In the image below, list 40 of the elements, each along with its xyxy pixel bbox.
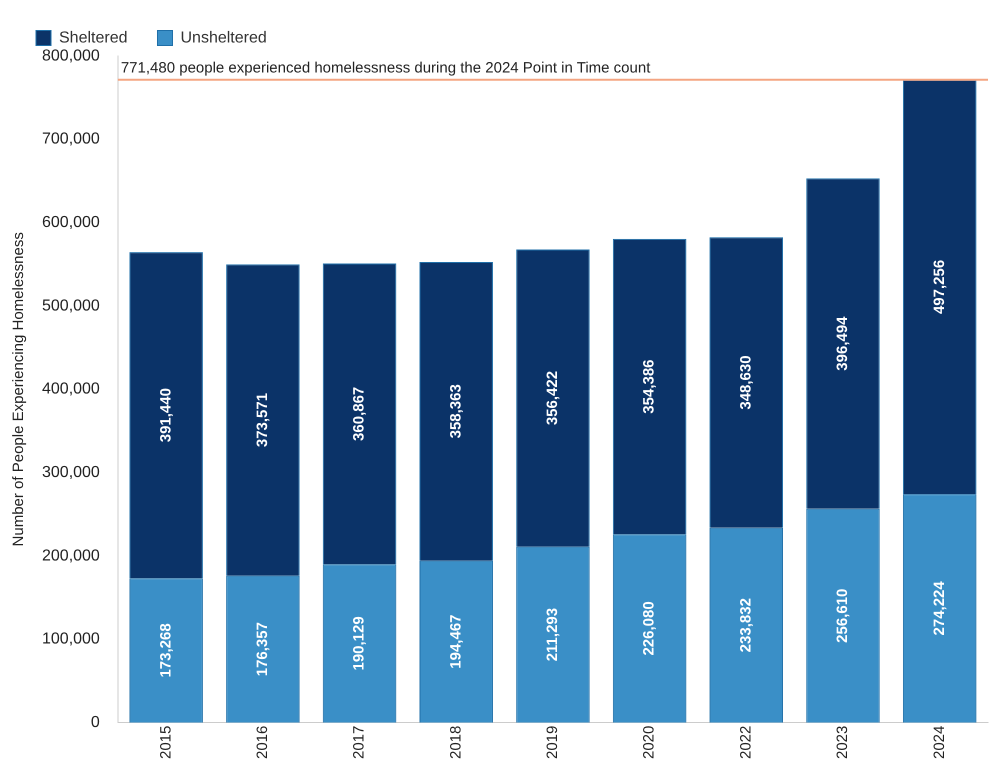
x-tick-label: 2023 <box>834 726 852 760</box>
y-tick-label: 700,000 <box>42 130 100 148</box>
legend-label: Unsheltered <box>180 29 267 46</box>
data-label: 396,494 <box>834 316 852 371</box>
x-tick-label: 2024 <box>930 726 948 760</box>
data-label: 256,610 <box>834 588 852 643</box>
y-tick-label: 600,000 <box>42 214 100 232</box>
ref-line-label: 771,480 people experienced homelessness during the 2024 Point in Time count <box>120 59 652 76</box>
data-label: 373,571 <box>254 392 272 448</box>
y-tick-label: 200,000 <box>42 547 100 564</box>
data-label: 211,293 <box>544 608 562 662</box>
data-label: 226,080 <box>640 601 658 656</box>
x-tick-label: 2015 <box>157 726 174 760</box>
legend-label: Sheltered <box>59 29 128 46</box>
y-tick-label: 100,000 <box>42 630 100 648</box>
x-tick-label: 2017 <box>350 726 368 760</box>
data-label: 233,832 <box>737 598 754 652</box>
y-tick-label: 300,000 <box>42 464 100 482</box>
data-label: 194,467 <box>447 614 464 669</box>
y-tick-label: 500,000 <box>42 297 100 314</box>
y-tick-label: 800,000 <box>42 47 100 64</box>
y-axis-title: Number of People Experiencing Homelessness <box>10 232 28 546</box>
x-tick-label: 2016 <box>254 726 272 760</box>
data-label: 356,422 <box>544 370 562 426</box>
y-tick-label: 400,000 <box>42 380 100 398</box>
x-tick-label: 2020 <box>640 726 658 760</box>
data-label: 497,256 <box>930 260 948 314</box>
data-label: 348,630 <box>737 355 754 410</box>
x-tick-label: 2018 <box>447 726 464 760</box>
y-tick-label: 0 <box>90 714 100 732</box>
data-label: 190,129 <box>350 616 368 671</box>
data-label: 274,224 <box>930 580 948 636</box>
x-tick-label: 2022 <box>737 726 754 760</box>
data-label: 354,386 <box>640 359 658 414</box>
data-label: 173,268 <box>157 623 174 678</box>
data-label: 176,357 <box>254 622 272 676</box>
data-label: 391,440 <box>157 388 174 442</box>
x-tick-label: 2019 <box>544 726 562 760</box>
data-label: 360,867 <box>350 386 368 441</box>
data-label: 358,363 <box>447 384 464 438</box>
